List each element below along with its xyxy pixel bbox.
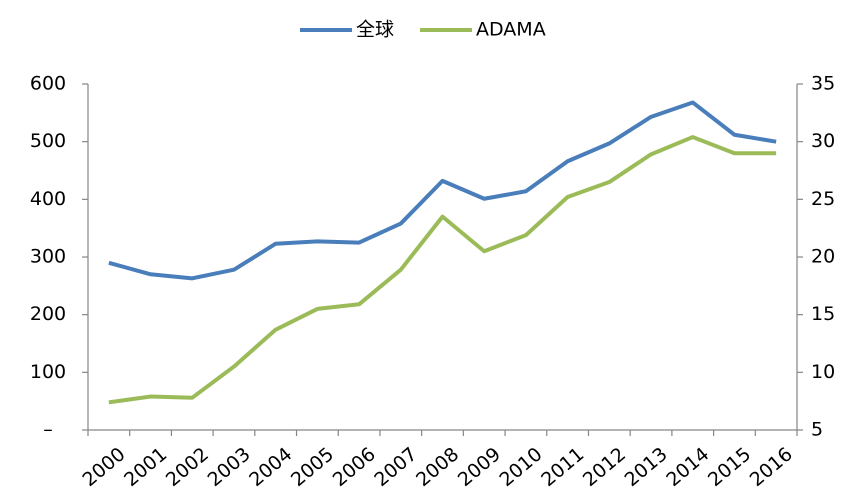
line bbox=[108, 135, 777, 405]
x-tick-label: 2013 bbox=[621, 443, 672, 491]
y-tick-label: 400 bbox=[30, 188, 66, 210]
x-tick-label: 2002 bbox=[162, 443, 213, 491]
legend-label: ADAMA bbox=[476, 19, 546, 41]
y-tick-label: – bbox=[43, 419, 53, 441]
x-tick-label: 2007 bbox=[370, 443, 421, 491]
x-tick-label: 2011 bbox=[537, 443, 588, 491]
legend-label: 全球 bbox=[356, 19, 394, 41]
y2-tick-label: 25 bbox=[811, 188, 835, 210]
x-tick-label: 2000 bbox=[78, 443, 129, 491]
x-tick-label: 2003 bbox=[204, 443, 255, 491]
line bbox=[108, 100, 777, 281]
x-tick-label: 2005 bbox=[287, 443, 338, 491]
x-tick-label: 2009 bbox=[454, 443, 505, 491]
y2-tick-label: 5 bbox=[811, 419, 823, 441]
x-tick-label: 2010 bbox=[495, 443, 546, 491]
y2-tick-label: 30 bbox=[811, 130, 835, 152]
y2-tick-label: 35 bbox=[811, 73, 835, 95]
y-tick-label: 600 bbox=[30, 73, 66, 95]
y2-tick-label: 15 bbox=[811, 303, 835, 325]
y-tick-label: 200 bbox=[30, 303, 66, 325]
x-tick-label: 2001 bbox=[120, 443, 171, 491]
y2-tick-label: 20 bbox=[811, 246, 835, 268]
x-tick-label: 2016 bbox=[746, 443, 797, 491]
y-tick-label: 300 bbox=[30, 246, 66, 268]
x-tick-label: 2006 bbox=[329, 443, 380, 491]
y-tick-label: 100 bbox=[30, 361, 66, 383]
x-tick-label: 2004 bbox=[245, 443, 296, 491]
x-tick-label: 2008 bbox=[412, 443, 463, 491]
y2-tick-label: 10 bbox=[811, 361, 835, 383]
x-tick-label: 2012 bbox=[579, 443, 630, 491]
x-tick-label: 2015 bbox=[704, 443, 755, 491]
y-tick-label: 500 bbox=[30, 130, 66, 152]
x-tick-label: 2014 bbox=[662, 443, 713, 491]
